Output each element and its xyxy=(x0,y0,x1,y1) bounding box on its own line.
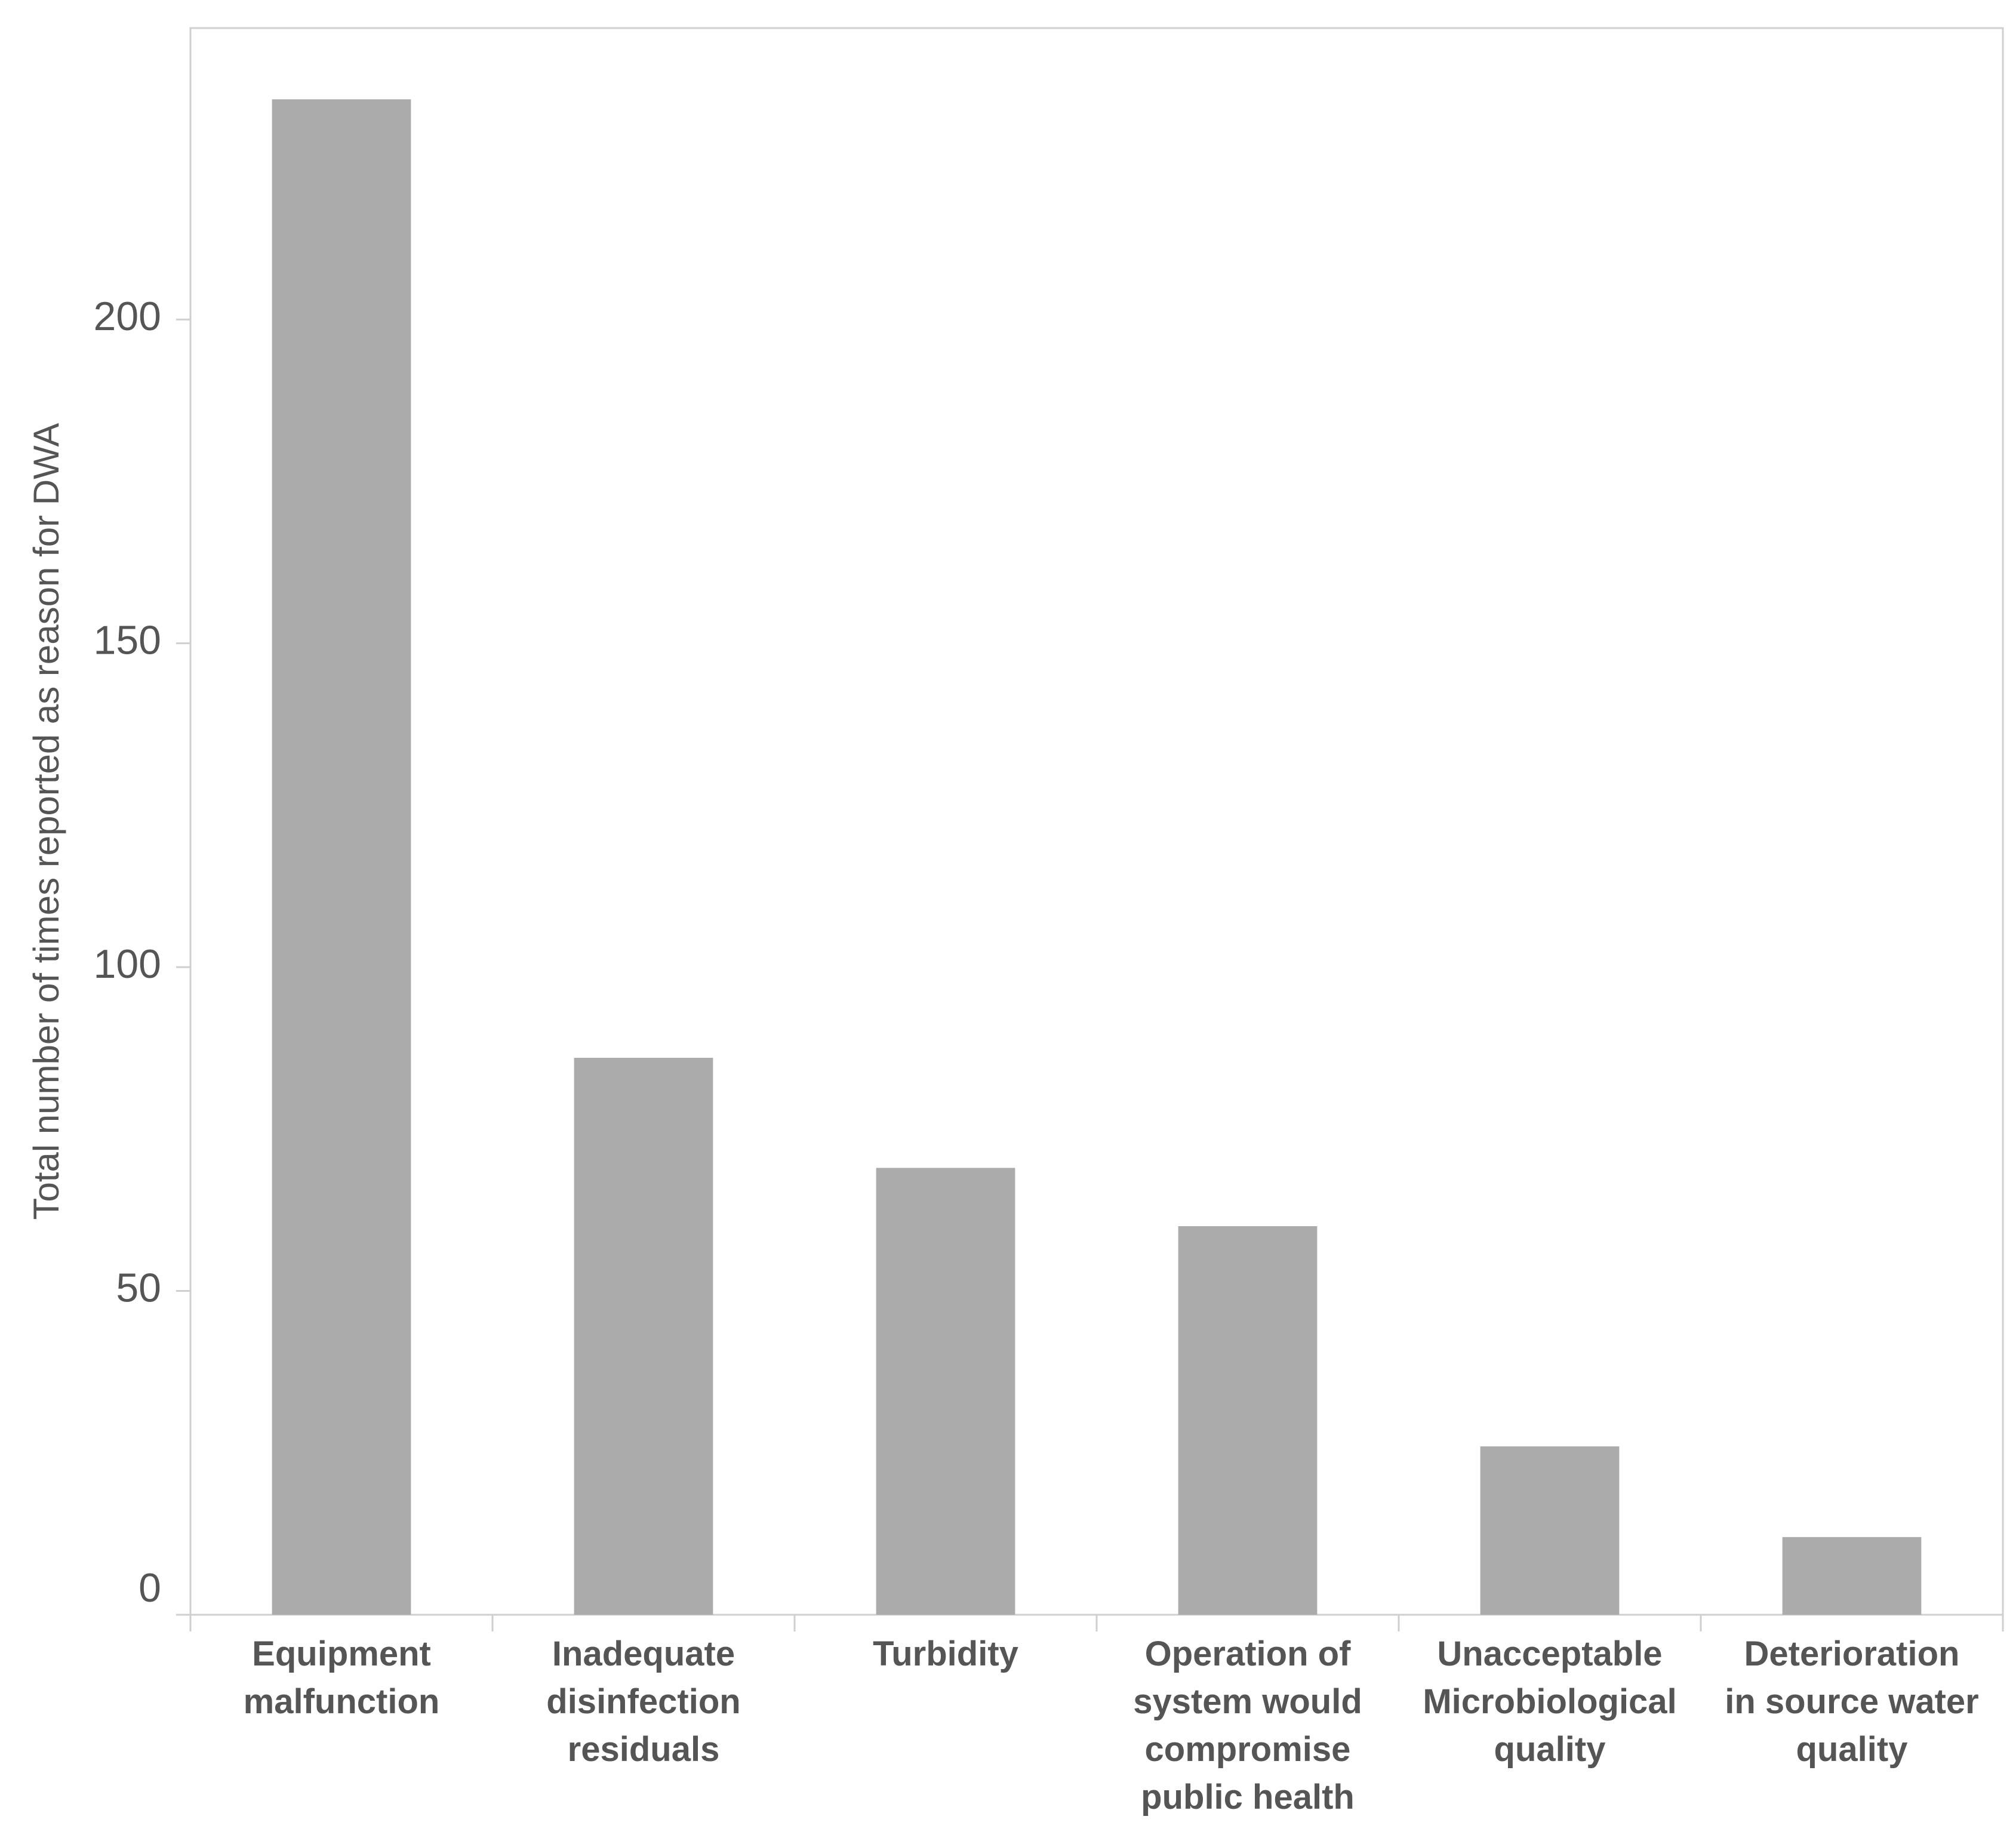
bar xyxy=(1178,1226,1318,1615)
y-tick-label: 100 xyxy=(94,941,161,987)
x-tick-label: Equipment malfunction xyxy=(244,1634,440,1721)
x-tick-label: Operation of system would compromise public… xyxy=(1133,1634,1362,1817)
x-tick-label: Deterioration in source water quality xyxy=(1725,1634,1978,1769)
y-tick-label: 50 xyxy=(116,1266,161,1311)
x-tick-label: Turbidity xyxy=(873,1634,1018,1673)
y-tick-label: 0 xyxy=(138,1565,161,1611)
bar xyxy=(876,1168,1015,1615)
x-tick-label: Inadequate disinfection residuals xyxy=(546,1634,740,1769)
bar xyxy=(1782,1537,1922,1615)
bar xyxy=(272,99,411,1615)
y-tick-label: 150 xyxy=(94,618,161,663)
bar xyxy=(1480,1446,1620,1615)
y-axis-title: Total number of times reported as reason… xyxy=(26,423,66,1220)
x-tick-label: Unacceptable Microbiological quality xyxy=(1423,1634,1676,1769)
bar xyxy=(574,1057,713,1615)
y-tick-label: 200 xyxy=(94,294,161,339)
plot-frame xyxy=(189,27,2004,1616)
